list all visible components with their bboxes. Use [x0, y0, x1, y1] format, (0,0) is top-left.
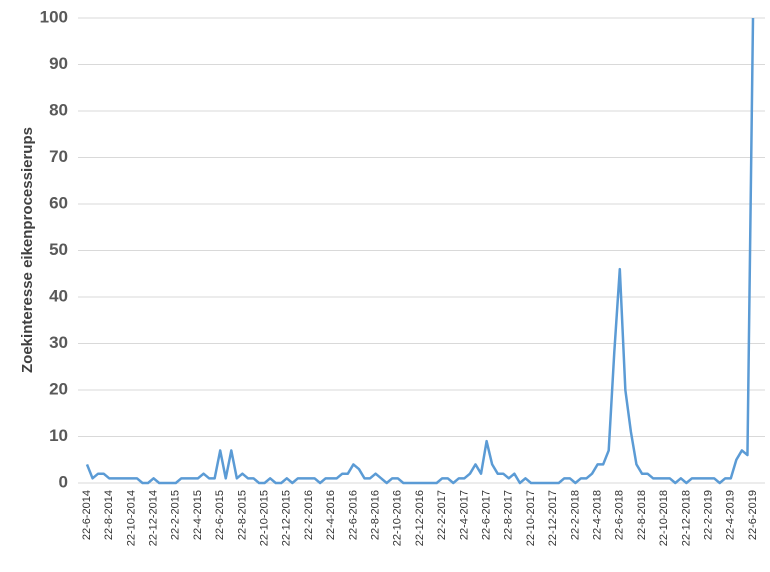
x-tick-label: 22-2-2019 [703, 490, 715, 540]
x-tick-label: 22-8-2014 [103, 490, 115, 540]
y-tick-label: 90 [49, 54, 68, 73]
x-tick-label: 22-6-2017 [481, 490, 493, 540]
x-tick-label: 22-2-2016 [303, 490, 315, 540]
x-tick-label: 22-12-2014 [148, 490, 160, 546]
y-tick-label: 100 [40, 7, 68, 26]
x-tick-label: 22-12-2016 [414, 490, 426, 546]
x-tick-label: 22-2-2018 [569, 490, 581, 540]
line [85, 17, 755, 485]
x-tick-label: 22-8-2017 [503, 490, 515, 540]
x-tick-label: 22-2-2015 [170, 490, 182, 540]
y-tick-label: 10 [49, 426, 68, 445]
x-tick-label: 22-10-2015 [259, 490, 271, 546]
x-tick-label: 22-4-2019 [725, 490, 737, 540]
x-tick-label: 22-6-2018 [614, 490, 626, 540]
x-tick-label: 22-12-2017 [547, 490, 559, 546]
x-tick-label: 22-8-2015 [236, 490, 248, 540]
y-tick-label: 50 [49, 240, 68, 259]
y-tick-label: 40 [49, 286, 68, 305]
x-tick-label: 22-4-2018 [592, 490, 604, 540]
y-axis-label: Zoekinteresse eikenprocessierups [19, 127, 36, 373]
x-tick-label: 22-6-2016 [347, 490, 359, 540]
y-tick-label: 30 [49, 333, 68, 352]
x-tick-label: 22-10-2017 [525, 490, 537, 546]
x-tick-label: 22-8-2016 [370, 490, 382, 540]
x-tick-label: 22-6-2015 [214, 490, 226, 540]
x-tick-label: 22-2-2017 [436, 490, 448, 540]
x-tick-label: 22-4-2016 [325, 490, 337, 540]
y-tick-label: 0 [59, 472, 68, 491]
x-tick-label: 22-12-2015 [281, 490, 293, 546]
x-tick-label: 22-6-2019 [747, 490, 759, 540]
x-tick-label: 22-4-2017 [458, 490, 470, 540]
x-tick-label: 22-10-2014 [125, 490, 137, 546]
x-tick-label: 22-6-2014 [81, 490, 93, 540]
y-tick-label: 20 [49, 379, 68, 398]
y-tick-label: 80 [49, 100, 68, 119]
y-tick-label: 60 [49, 193, 68, 212]
x-tick-label: 22-12-2018 [680, 490, 692, 546]
x-tick-label: 22-10-2016 [392, 490, 404, 546]
x-tick-label: 22-4-2015 [192, 490, 204, 540]
y-tick-label: 70 [49, 147, 68, 166]
x-tick-label: 22-8-2018 [636, 490, 648, 540]
x-tick-label: 22-10-2018 [658, 490, 670, 546]
